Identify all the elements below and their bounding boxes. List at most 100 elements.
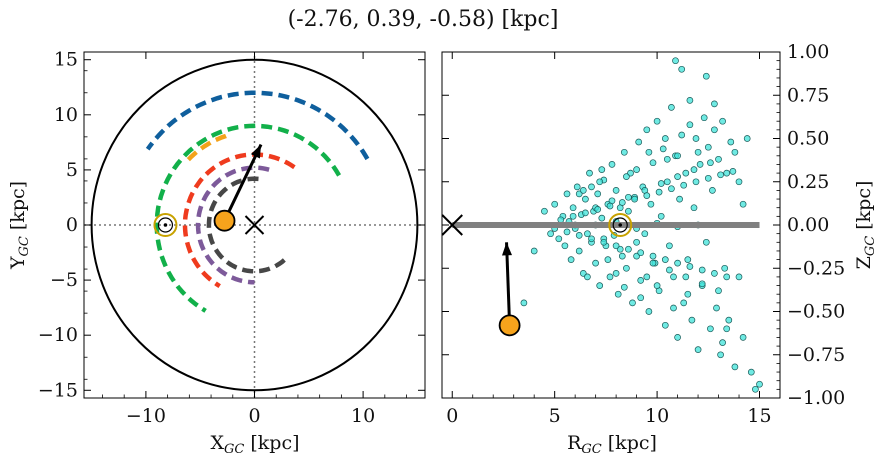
scatter-point bbox=[584, 273, 591, 281]
scatter-point bbox=[637, 249, 645, 257]
scatter-point bbox=[686, 121, 694, 129]
scatter-point bbox=[657, 180, 665, 187]
right-ticks: 0 5 10 15 −1.00 −0.75 −0.50 −0.25 0.00 0.25 0.50 0.… bbox=[442, 41, 845, 427]
scatter-point bbox=[756, 380, 763, 388]
scatter-point bbox=[598, 166, 606, 173]
scatter-point bbox=[612, 187, 620, 194]
scatter-point bbox=[598, 214, 606, 222]
scatter-point bbox=[709, 187, 716, 194]
scatter-point bbox=[625, 193, 632, 201]
scatter-point bbox=[723, 169, 731, 177]
scatter-point bbox=[659, 145, 667, 153]
left-ytick-label: 10 bbox=[54, 104, 78, 126]
scatter-point bbox=[686, 97, 694, 104]
scatter-point bbox=[663, 155, 671, 163]
scatter-point bbox=[584, 230, 591, 238]
scatter-point bbox=[579, 187, 587, 194]
scatter-point bbox=[555, 235, 563, 243]
scatter-point bbox=[700, 114, 708, 122]
scatter-point bbox=[657, 212, 665, 220]
right-xlabel: RGC [kpc] bbox=[567, 432, 657, 457]
scatter-point bbox=[731, 148, 739, 156]
right-velocity-arrow bbox=[505, 242, 512, 326]
scatter-point bbox=[715, 287, 722, 295]
scatter-point bbox=[676, 195, 683, 203]
scatter-point bbox=[604, 256, 612, 263]
scatter-point bbox=[649, 252, 657, 260]
scatter-point bbox=[674, 173, 681, 180]
right-ylabel: ZGC [kpc] bbox=[853, 181, 878, 270]
scatter-point bbox=[643, 273, 651, 281]
scatter-point bbox=[655, 188, 663, 196]
scatter-point bbox=[661, 321, 669, 329]
right-star-marker bbox=[498, 314, 521, 337]
galactic-center-marker bbox=[244, 215, 265, 235]
scatter-point bbox=[641, 230, 649, 238]
scatter-point bbox=[752, 385, 759, 393]
scatter-point bbox=[649, 259, 657, 267]
right-xtick-label: 10 bbox=[645, 405, 669, 427]
sun-inner-ring bbox=[157, 217, 174, 233]
scatter-point bbox=[637, 277, 645, 284]
scatter-point bbox=[719, 339, 726, 346]
scatter-point bbox=[690, 166, 698, 173]
right-ytick-label: −0.25 bbox=[787, 257, 845, 279]
scatter-point bbox=[680, 181, 688, 189]
scatter-point bbox=[711, 126, 718, 134]
scatter-point bbox=[694, 346, 702, 353]
right-ytick-label: −0.75 bbox=[787, 344, 845, 366]
scatter-point bbox=[666, 266, 673, 274]
scatter-point bbox=[592, 259, 599, 267]
scatter-point bbox=[612, 242, 620, 250]
scatter-point bbox=[696, 161, 704, 168]
left-xtick-label: 10 bbox=[351, 405, 375, 427]
right-velocity-arrowhead bbox=[502, 242, 513, 256]
scatter-point bbox=[698, 266, 706, 274]
scatter-point bbox=[731, 363, 739, 371]
scatter-point bbox=[674, 334, 681, 341]
right-ytick-label: −1.00 bbox=[787, 387, 845, 409]
scatter-point bbox=[713, 304, 720, 312]
scatter-point bbox=[653, 117, 661, 125]
scatter-point bbox=[567, 256, 575, 263]
scatter-point bbox=[618, 252, 626, 260]
scatter-point bbox=[643, 126, 651, 134]
scatter-point bbox=[588, 235, 595, 243]
scatter-point bbox=[653, 282, 661, 289]
scatter-point bbox=[704, 143, 712, 151]
scatter-point bbox=[633, 166, 640, 173]
scatter-point bbox=[620, 283, 628, 291]
scatter-point bbox=[670, 273, 677, 281]
scatter-point bbox=[702, 72, 710, 80]
scatter-point bbox=[707, 325, 714, 333]
scatter-point bbox=[670, 304, 677, 312]
scatter-point bbox=[625, 245, 632, 253]
scatter-point bbox=[692, 135, 700, 142]
right-xtick-label: 0 bbox=[446, 405, 458, 427]
scatter-point bbox=[608, 161, 616, 168]
left-ticks: −10 0 10 −15 −10 −5 0 5 10 15 bbox=[38, 49, 425, 427]
left-ylabel: YGC [kpc] bbox=[7, 181, 32, 270]
scatter-point bbox=[715, 155, 722, 163]
scatter-point bbox=[686, 263, 694, 270]
scatter-point bbox=[606, 202, 614, 210]
scatter-point bbox=[530, 247, 538, 255]
scatter-point bbox=[743, 135, 751, 142]
scatter-point bbox=[694, 148, 702, 156]
right-ytick-label: 0.25 bbox=[787, 171, 829, 193]
scatter-point bbox=[573, 183, 581, 191]
scatter-point bbox=[727, 138, 735, 146]
scatter-point bbox=[690, 204, 698, 212]
left-xlabel: XGC [kpc] bbox=[210, 432, 299, 457]
scatter-point bbox=[582, 195, 589, 203]
scatter-point bbox=[684, 290, 692, 298]
scatter-point bbox=[614, 290, 622, 298]
scatter-point bbox=[623, 264, 630, 272]
scatter-point bbox=[688, 316, 696, 324]
scatter-point bbox=[729, 168, 737, 175]
right-ytick-label: 0.50 bbox=[787, 128, 829, 150]
scatter-point bbox=[698, 280, 706, 288]
scatter-point bbox=[557, 216, 565, 224]
left-ytick-label: −10 bbox=[38, 324, 78, 346]
